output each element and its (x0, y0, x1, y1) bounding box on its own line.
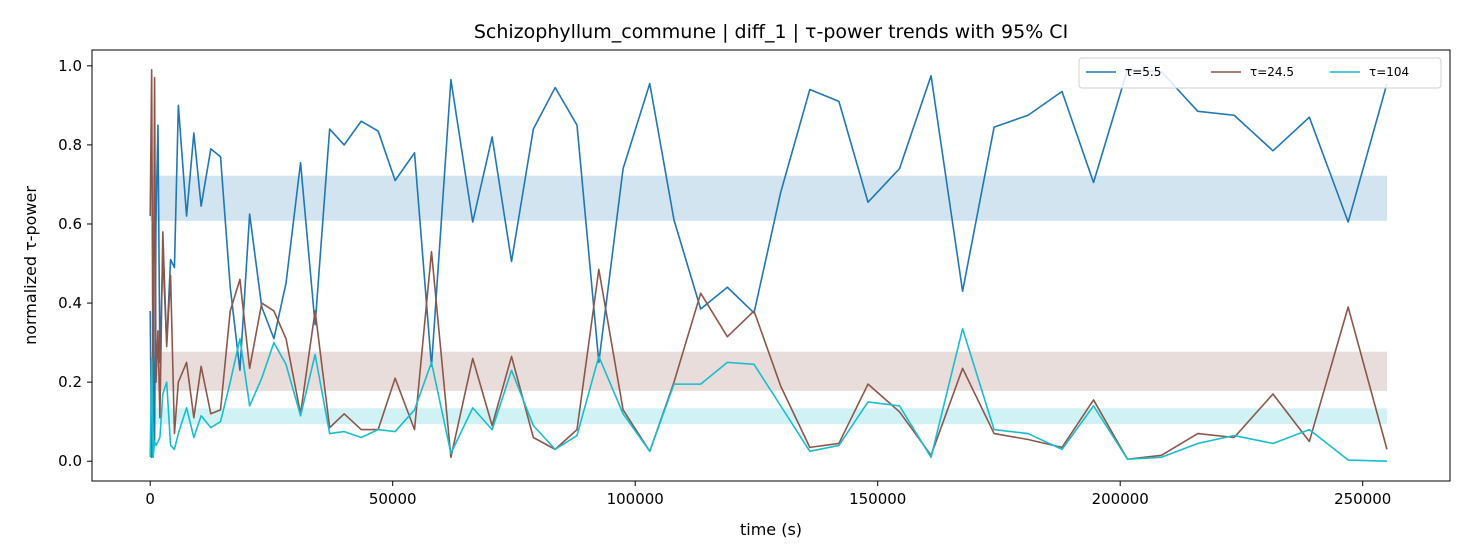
chart-title: Schizophyllum_commune | diff_1 | τ-power… (474, 21, 1068, 43)
x-tick-label: 0 (145, 490, 155, 508)
x-tick-label: 250000 (1334, 490, 1391, 508)
legend-label-1: τ=5.5 (1125, 65, 1161, 79)
x-axis-label: time (s) (740, 520, 802, 539)
series-lines (149, 68, 1388, 463)
y-tick-label: 0.4 (58, 294, 82, 312)
series-line-2 (149, 68, 1388, 461)
legend: τ=5.5 τ=24.5 τ=104 (1078, 57, 1442, 89)
series-line-3 (149, 327, 1387, 463)
x-tick-label: 100000 (607, 490, 664, 508)
ci-band-1 (150, 175, 1387, 221)
y-tick-label: 1.0 (58, 57, 82, 75)
legend-box (1078, 57, 1442, 89)
plot-frame (91, 49, 1451, 482)
y-axis-label: normalized τ-power (21, 186, 40, 345)
x-tick-label: 150000 (849, 490, 906, 508)
y-axis: 0.0 0.2 0.4 0.6 0.8 1.0 (58, 57, 92, 470)
x-tick-label: 200000 (1092, 490, 1149, 508)
legend-label-3: τ=104 (1369, 65, 1409, 79)
series-line-1 (149, 68, 1388, 459)
ci-band-2 (150, 351, 1387, 391)
y-tick-label: 0.2 (58, 373, 82, 391)
x-axis: 0 50000 100000 150000 200000 250000 (145, 481, 1391, 508)
y-tick-label: 0.6 (58, 215, 82, 233)
y-tick-label: 0.8 (58, 136, 82, 154)
y-tick-label: 0.0 (58, 452, 82, 470)
x-tick-label: 50000 (369, 490, 417, 508)
ci-bands (150, 175, 1387, 425)
legend-label-2: τ=24.5 (1250, 65, 1294, 79)
